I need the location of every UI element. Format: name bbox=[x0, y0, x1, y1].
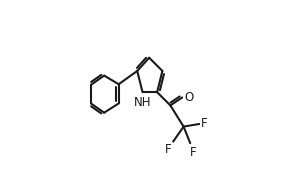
Text: NH: NH bbox=[134, 96, 151, 109]
Text: O: O bbox=[184, 91, 193, 104]
Text: F: F bbox=[190, 146, 196, 159]
Text: F: F bbox=[165, 143, 172, 156]
Text: F: F bbox=[201, 117, 208, 130]
